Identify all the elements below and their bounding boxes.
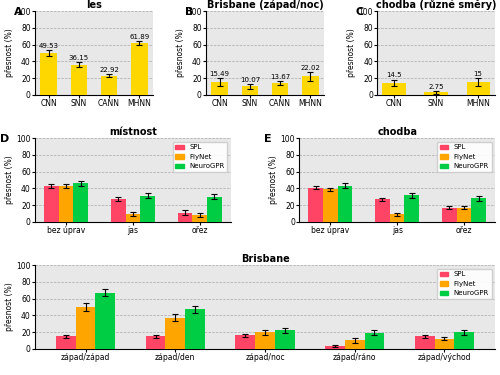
Bar xyxy=(345,340,364,349)
Bar xyxy=(58,186,74,222)
Bar xyxy=(424,93,448,95)
Y-axis label: přesnost (%): přesnost (%) xyxy=(269,156,278,204)
Bar xyxy=(40,53,57,95)
Y-axis label: přesnost (%): přesnost (%) xyxy=(176,28,184,77)
Bar xyxy=(308,188,323,222)
Bar xyxy=(454,332,474,349)
Bar xyxy=(185,309,205,349)
Bar xyxy=(74,183,88,222)
Bar xyxy=(140,196,155,222)
Bar xyxy=(146,336,166,349)
Text: 15: 15 xyxy=(474,71,482,77)
Bar xyxy=(111,199,126,222)
Bar xyxy=(404,195,419,222)
Bar xyxy=(207,197,222,222)
Bar xyxy=(390,214,404,222)
Text: 22.02: 22.02 xyxy=(300,65,320,71)
Bar xyxy=(255,332,275,349)
Title: místnost: místnost xyxy=(109,128,157,138)
Text: 36.15: 36.15 xyxy=(69,55,89,61)
Bar xyxy=(131,43,148,95)
Bar xyxy=(178,213,192,222)
Title: chodba (různé směry): chodba (různé směry) xyxy=(376,0,496,10)
Title: Brisbane: Brisbane xyxy=(240,254,290,264)
Title: Brisbane (západ/noc): Brisbane (západ/noc) xyxy=(206,0,324,10)
Text: E: E xyxy=(264,134,272,144)
Bar xyxy=(212,82,228,95)
Text: B: B xyxy=(185,7,193,17)
Bar xyxy=(275,330,294,349)
Bar xyxy=(272,83,288,95)
Text: 15.49: 15.49 xyxy=(210,71,230,77)
Bar xyxy=(415,336,434,349)
Bar xyxy=(302,76,318,95)
Legend: SPL, FlyNet, NeuroGPR: SPL, FlyNet, NeuroGPR xyxy=(172,142,228,172)
Text: 22.92: 22.92 xyxy=(99,67,119,73)
Bar xyxy=(236,335,255,349)
Text: 13.67: 13.67 xyxy=(270,74,290,80)
Bar xyxy=(126,214,140,222)
Text: A: A xyxy=(14,7,22,17)
Bar xyxy=(325,346,345,349)
Bar xyxy=(192,215,207,222)
Bar xyxy=(323,189,338,222)
Title: chodba: chodba xyxy=(377,128,417,138)
Y-axis label: přesnost (%): přesnost (%) xyxy=(4,156,14,204)
Bar xyxy=(472,198,486,222)
Bar xyxy=(70,64,87,95)
Bar xyxy=(338,186,352,222)
Text: C: C xyxy=(356,7,364,17)
Bar xyxy=(456,208,471,222)
Bar xyxy=(101,76,117,95)
Text: 61.89: 61.89 xyxy=(129,34,150,40)
Text: 49.53: 49.53 xyxy=(38,43,58,49)
Bar xyxy=(375,199,390,222)
Legend: SPL, FlyNet, NeuroGPR: SPL, FlyNet, NeuroGPR xyxy=(437,268,492,299)
Text: 2.75: 2.75 xyxy=(428,84,444,90)
Bar xyxy=(56,336,76,349)
Bar xyxy=(242,86,258,95)
Bar xyxy=(76,307,96,349)
Bar xyxy=(434,339,454,349)
Text: 10.07: 10.07 xyxy=(240,76,260,82)
Bar xyxy=(96,293,115,349)
Title: les: les xyxy=(86,0,102,10)
Bar xyxy=(364,333,384,349)
Y-axis label: přesnost (%): přesnost (%) xyxy=(4,28,14,77)
Bar xyxy=(382,82,406,95)
Y-axis label: přesnost (%): přesnost (%) xyxy=(346,28,356,77)
Y-axis label: přesnost (%): přesnost (%) xyxy=(4,283,14,332)
Bar xyxy=(442,208,456,222)
Legend: SPL, FlyNet, NeuroGPR: SPL, FlyNet, NeuroGPR xyxy=(437,142,492,172)
Text: 14.5: 14.5 xyxy=(386,72,402,78)
Text: D: D xyxy=(0,134,9,144)
Bar xyxy=(166,318,185,349)
Bar xyxy=(466,82,489,95)
Bar xyxy=(44,186,59,222)
